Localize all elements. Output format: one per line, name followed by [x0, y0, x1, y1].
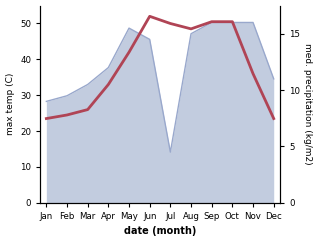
Y-axis label: med. precipitation (kg/m2): med. precipitation (kg/m2)	[303, 43, 313, 165]
Y-axis label: max temp (C): max temp (C)	[5, 73, 15, 135]
X-axis label: date (month): date (month)	[124, 227, 196, 236]
